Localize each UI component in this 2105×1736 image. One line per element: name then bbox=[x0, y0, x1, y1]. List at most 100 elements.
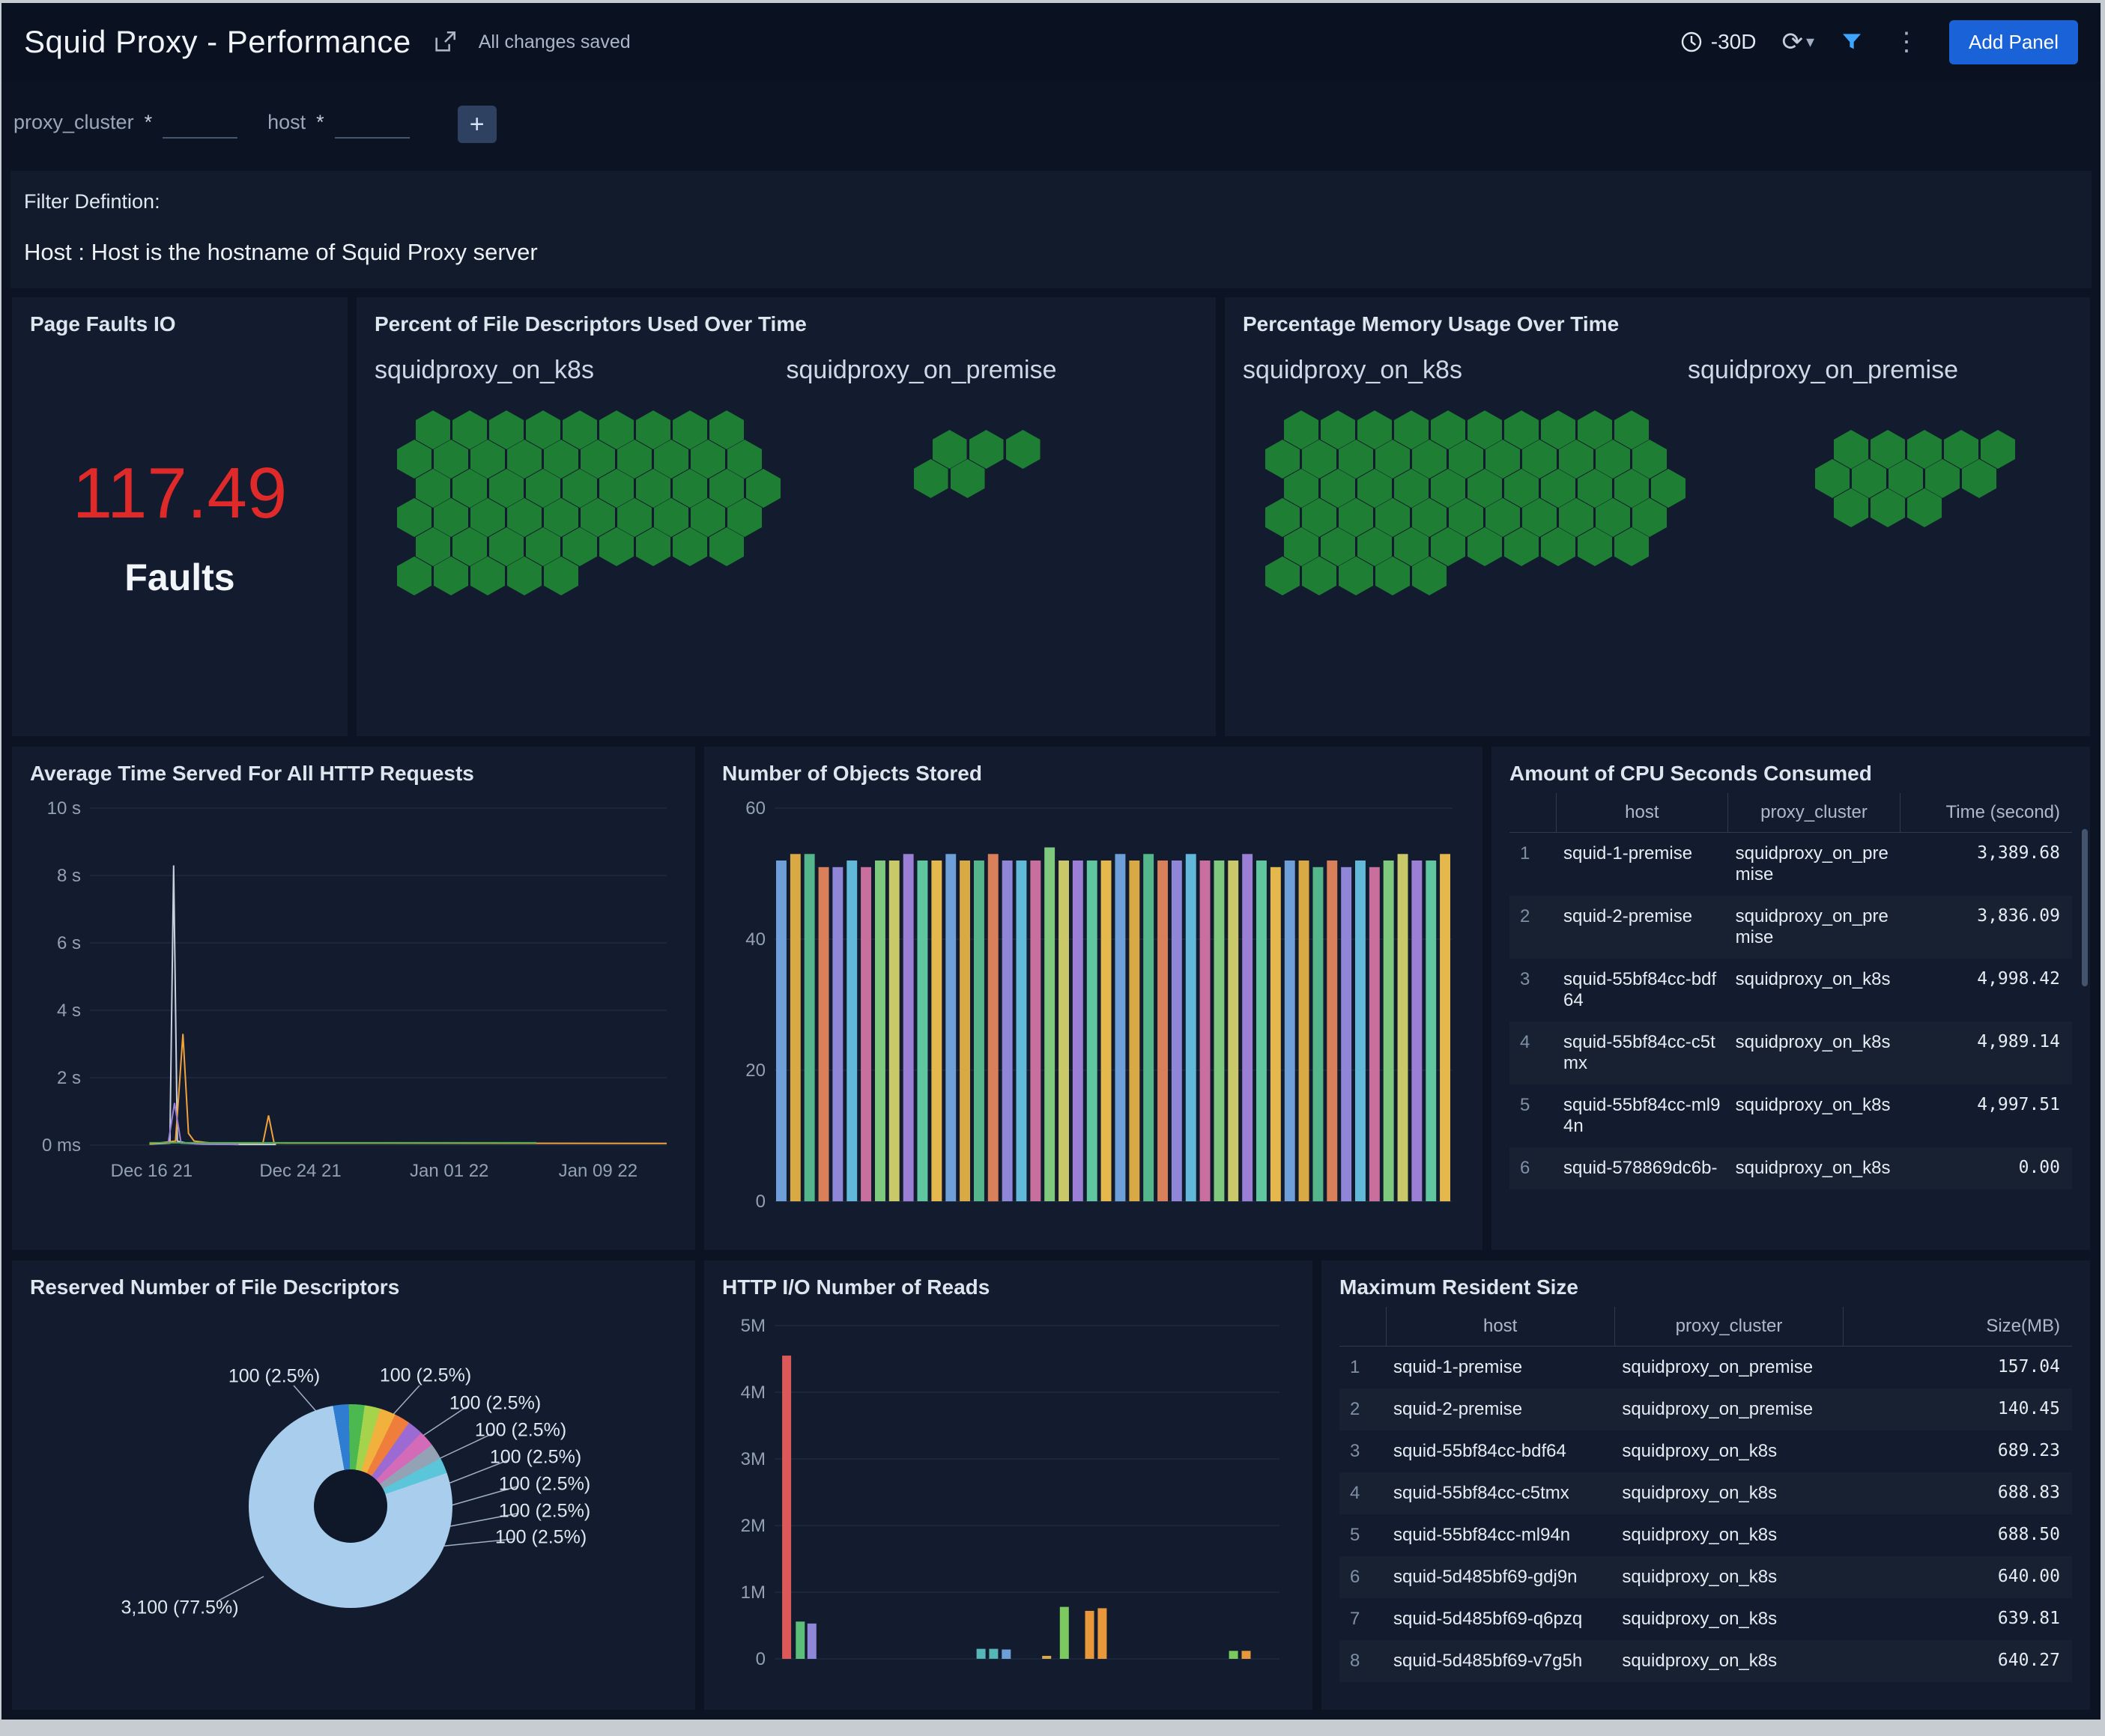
refresh-button[interactable]: ⟳ ▾ bbox=[1781, 28, 1815, 56]
hexagon bbox=[1651, 469, 1685, 508]
host-input[interactable] bbox=[334, 110, 410, 139]
hexagon bbox=[489, 527, 524, 566]
hex-group-k8s: squidproxy_on_k8s bbox=[375, 356, 787, 595]
table-row: 3 squid-55bf84cc-bdf64 squidproxy_on_k8s 4,… bbox=[1509, 959, 2072, 1022]
hexagon bbox=[654, 498, 688, 537]
bar bbox=[1157, 861, 1168, 1201]
hexagon bbox=[654, 440, 688, 479]
hexagon bbox=[1632, 440, 1667, 479]
bar bbox=[945, 854, 957, 1202]
bar bbox=[832, 867, 843, 1202]
bar bbox=[1341, 867, 1352, 1202]
bar bbox=[1256, 861, 1267, 1201]
panel-http-reads: HTTP I/O Number of Reads 5M 4M 3M 2M 1M 0 bbox=[704, 1260, 1312, 1710]
hexagon bbox=[1541, 410, 1575, 449]
svg-text:8 s: 8 s bbox=[57, 866, 81, 886]
hex-group-label: squidproxy_on_premise bbox=[1688, 356, 1958, 384]
hexagon bbox=[1578, 410, 1612, 449]
line-chart-avg-time: 10 s 8 s 6 s 4 s 2 s 0 ms Dec 16 21 Dec 24 21 Ja… bbox=[42, 798, 667, 1181]
table-row: 1 squid-1-premise squidproxy_on_premise 157… bbox=[1339, 1347, 2072, 1389]
bar bbox=[776, 861, 787, 1201]
host-cell: squid-55bf84cc-ml94n bbox=[1563, 1095, 1721, 1136]
bar bbox=[1115, 854, 1126, 1202]
hexagon bbox=[1559, 440, 1593, 479]
hexagon bbox=[1962, 459, 1996, 498]
hexagon bbox=[599, 469, 634, 508]
cluster-cell: squidproxy_on_k8s bbox=[1735, 1095, 1891, 1115]
cluster-cell: squidproxy_on_k8s bbox=[1735, 1158, 1891, 1178]
time-range-label: -30D bbox=[1710, 30, 1757, 53]
filter-field-host: host * bbox=[267, 110, 410, 139]
bar bbox=[1016, 861, 1027, 1201]
table-row: 4 squid-55bf84cc-c5tmx squidproxy_on_k8s 4,… bbox=[1509, 1022, 2072, 1084]
host-cell: squid-2-premise bbox=[1563, 906, 1693, 926]
hexagon bbox=[709, 469, 744, 508]
bar bbox=[1086, 861, 1097, 1201]
add-panel-button[interactable]: Add Panel bbox=[1949, 19, 2078, 64]
add-filter-button[interactable]: + bbox=[457, 106, 497, 143]
hexagon bbox=[470, 440, 505, 479]
hexagon bbox=[636, 527, 670, 566]
hexagon bbox=[526, 410, 560, 449]
hexagon bbox=[599, 527, 634, 566]
column-header-host: host bbox=[1555, 793, 1728, 833]
scrollbar[interactable] bbox=[2082, 829, 2088, 986]
pie-chart-reserved-fd: 100 (2.5%) 100 (2.5%) 100 (2.5%) 100 (2.… bbox=[30, 1307, 677, 1689]
bar bbox=[1199, 861, 1211, 1201]
panel-title: HTTP I/O Number of Reads bbox=[722, 1275, 990, 1299]
bar bbox=[807, 1623, 817, 1659]
row-index: 2 bbox=[1520, 906, 1530, 926]
cpu-seconds-table: host proxy_cluster Time (second) 1 squid-… bbox=[1509, 793, 2072, 1189]
panel-title: Percent of File Descriptors Used Over Ti… bbox=[375, 312, 807, 336]
row-index: 4 bbox=[1520, 1032, 1530, 1052]
hexagon bbox=[1614, 410, 1649, 449]
value-cell: 4,998.42 bbox=[1977, 969, 2060, 989]
honeycomb-chart bbox=[375, 410, 787, 595]
filter-icon-button[interactable] bbox=[1840, 30, 1864, 54]
share-icon[interactable] bbox=[432, 29, 458, 55]
hexagon bbox=[434, 498, 468, 537]
hexagon bbox=[727, 440, 762, 479]
row-index: 3 bbox=[1350, 1441, 1360, 1461]
host-cell: squid-55bf84cc-bdf64 bbox=[1393, 1441, 1566, 1461]
value-cell: 640.27 bbox=[1997, 1651, 2060, 1670]
bar bbox=[888, 861, 900, 1201]
proxy-cluster-input[interactable] bbox=[163, 110, 238, 139]
honeycomb-chart bbox=[787, 430, 1199, 498]
bar bbox=[1100, 861, 1112, 1201]
bar bbox=[1355, 861, 1366, 1201]
pie-slice-label: 100 (2.5%) bbox=[489, 1446, 582, 1468]
hexagon bbox=[1614, 527, 1649, 566]
bar-chart-objects-stored: 60 40 20 0 bbox=[745, 798, 1453, 1212]
hexagon bbox=[1907, 430, 1942, 469]
table-row: 6 squid-578869dc6b-squidproxy_on_k8s 0.00 bbox=[1509, 1147, 2072, 1189]
time-range-button[interactable]: -30D bbox=[1680, 30, 1757, 54]
bar bbox=[1228, 861, 1239, 1201]
svg-text:40: 40 bbox=[745, 929, 766, 950]
row-index: 4 bbox=[1350, 1483, 1360, 1503]
hexagon bbox=[581, 498, 615, 537]
bar bbox=[1214, 861, 1225, 1201]
honeycomb-chart bbox=[1688, 430, 2072, 527]
svg-text:4 s: 4 s bbox=[57, 1001, 81, 1021]
svg-text:4M: 4M bbox=[741, 1383, 766, 1403]
hexagon bbox=[636, 469, 670, 508]
cluster-cell: squidproxy_on_k8s bbox=[1622, 1525, 1778, 1545]
bar bbox=[974, 861, 984, 1201]
kebab-menu[interactable]: ⋮ bbox=[1894, 28, 1920, 56]
value-cell: 640.00 bbox=[1997, 1567, 2060, 1586]
column-header-cluster: proxy_cluster bbox=[1614, 1307, 1844, 1347]
host-cell: squid-55bf84cc-c5tmx bbox=[1393, 1483, 1569, 1503]
hex-group-k8s: squidproxy_on_k8s bbox=[1243, 356, 1688, 595]
pie-slice-label: 100 (2.5%) bbox=[498, 1473, 591, 1495]
hexagon bbox=[544, 498, 578, 537]
bar bbox=[960, 861, 970, 1201]
host-cell: squid-1-premise bbox=[1563, 843, 1693, 864]
hexagon bbox=[507, 556, 542, 595]
svg-text:0: 0 bbox=[756, 1649, 766, 1669]
table-row: 5 squid-55bf84cc-ml94n squidproxy_on_k8s 68… bbox=[1339, 1514, 2072, 1556]
bar bbox=[976, 1648, 986, 1659]
hexagon bbox=[636, 410, 670, 449]
hexagon bbox=[489, 469, 524, 508]
